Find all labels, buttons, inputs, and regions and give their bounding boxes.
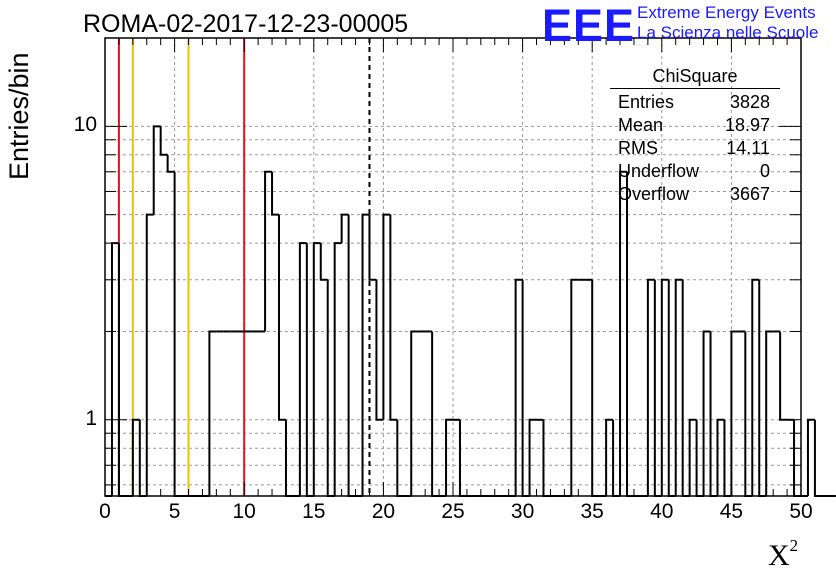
eee-logo: EEE <box>542 0 636 51</box>
x-axis-label: X2 <box>768 536 798 573</box>
stats-label: Underflow <box>618 161 700 181</box>
x-tick-label: 5 <box>168 500 181 523</box>
histogram-bin <box>152 125 161 215</box>
stats-value: 18.97 <box>724 115 770 135</box>
histogram-bin <box>264 170 273 332</box>
page-title: ROMA-02-2017-12-23-00005 <box>83 10 409 38</box>
plot-frame <box>104 37 802 497</box>
histogram-bin <box>779 331 788 421</box>
histogram-bin <box>375 279 384 421</box>
histogram-bin <box>570 278 579 496</box>
histogram-bin <box>368 214 377 281</box>
x-tick-label: 45 <box>719 500 744 523</box>
histogram-bin <box>117 243 126 497</box>
stats-box: ChiSquare Entries 3828 Mean 18.97 RMS 14.11… <box>610 66 780 206</box>
histogram-bin <box>382 213 391 420</box>
stats-row-underflow: Underflow 0 <box>610 160 780 183</box>
x-tick-label: 20 <box>371 500 396 523</box>
x-tick-label: 40 <box>650 500 674 523</box>
histogram-bin <box>709 331 718 497</box>
histogram-bin <box>674 278 683 496</box>
histogram-bin <box>806 418 815 496</box>
histogram-bin <box>389 214 398 421</box>
histogram-bin <box>131 418 140 496</box>
histogram-bin <box>667 279 676 497</box>
histogram-bin <box>702 330 711 496</box>
stats-label: Entries <box>618 92 675 112</box>
histogram-bin <box>166 154 175 173</box>
histogram-bin <box>326 279 335 497</box>
stats-row-entries: Entries 3828 <box>610 91 780 114</box>
histogram-bin <box>626 171 634 497</box>
histogram-bin <box>347 214 356 497</box>
histogram-bin <box>751 278 760 496</box>
histogram-bin <box>681 279 690 497</box>
histogram-bin <box>361 213 370 496</box>
x-tick-label: 15 <box>302 500 326 523</box>
stats-value: 3828 <box>729 92 770 112</box>
histogram-bin <box>333 242 342 496</box>
histogram-bin <box>431 331 440 497</box>
histogram-bin <box>688 418 697 496</box>
histogram-bin <box>278 214 286 421</box>
histogram-bin <box>159 126 168 156</box>
histogram-bin <box>591 279 600 497</box>
histogram-bin <box>653 279 662 497</box>
histogram-bin <box>305 243 314 497</box>
logo-subtitle-line1: Extreme Energy Events <box>637 3 816 22</box>
histogram-bin <box>758 279 767 497</box>
stats-label: Mean <box>618 115 664 135</box>
stats-row-rms: RMS 14.11 <box>610 137 780 160</box>
histogram-bin <box>730 330 739 496</box>
histogram-bin <box>619 170 627 496</box>
histogram-bin <box>646 278 655 496</box>
stats-value: 0 <box>759 161 770 181</box>
histogram-bin <box>716 418 725 496</box>
histogram-bin <box>319 243 328 281</box>
x-tick-label: 35 <box>580 500 604 523</box>
histogram-bin <box>271 171 279 216</box>
histogram-bin <box>340 213 349 244</box>
histogram-bin <box>744 331 753 497</box>
histogram-bin <box>110 242 119 496</box>
histogram-bin <box>410 330 419 496</box>
histogram-bin <box>528 418 537 496</box>
y-tick-label: 1 <box>85 406 97 430</box>
histogram-bin <box>298 242 307 496</box>
histogram-bin <box>514 278 523 496</box>
histogram-bin <box>208 330 217 496</box>
histogram-bin <box>660 278 669 496</box>
histogram-bin <box>145 213 154 496</box>
stats-value: 3667 <box>729 184 770 204</box>
x-tick-label: 0 <box>99 500 111 523</box>
stats-row-overflow: Overflow 3667 <box>610 183 780 206</box>
x-axis-label-base: X <box>768 539 790 572</box>
x-tick-label: 30 <box>510 500 535 523</box>
x-tick-label: 10 <box>232 500 256 523</box>
x-tick-label: 25 <box>441 500 465 523</box>
stats-value: 14.11 <box>726 138 770 158</box>
x-tick-label: 50 <box>789 500 813 523</box>
histogram-bin <box>445 418 453 496</box>
y-axis-label: Entries/bin <box>4 52 34 180</box>
histogram-bin <box>605 418 614 496</box>
stats-row-mean: Mean 18.97 <box>610 114 780 137</box>
histogram-bin <box>312 242 321 496</box>
y-tick-label: 10 <box>73 113 97 137</box>
histogram-bin <box>813 419 822 497</box>
stats-title: ChiSquare <box>610 66 780 89</box>
logo-subtitle-line2: La Scienza nelle Scuole <box>637 23 819 42</box>
histogram-bin <box>765 330 774 496</box>
stats-label: RMS <box>618 138 658 158</box>
histogram-bin <box>173 171 182 497</box>
stats-label: Overflow <box>618 184 690 204</box>
x-axis-label-sup: 2 <box>789 536 799 555</box>
histogram-bin <box>521 279 530 497</box>
